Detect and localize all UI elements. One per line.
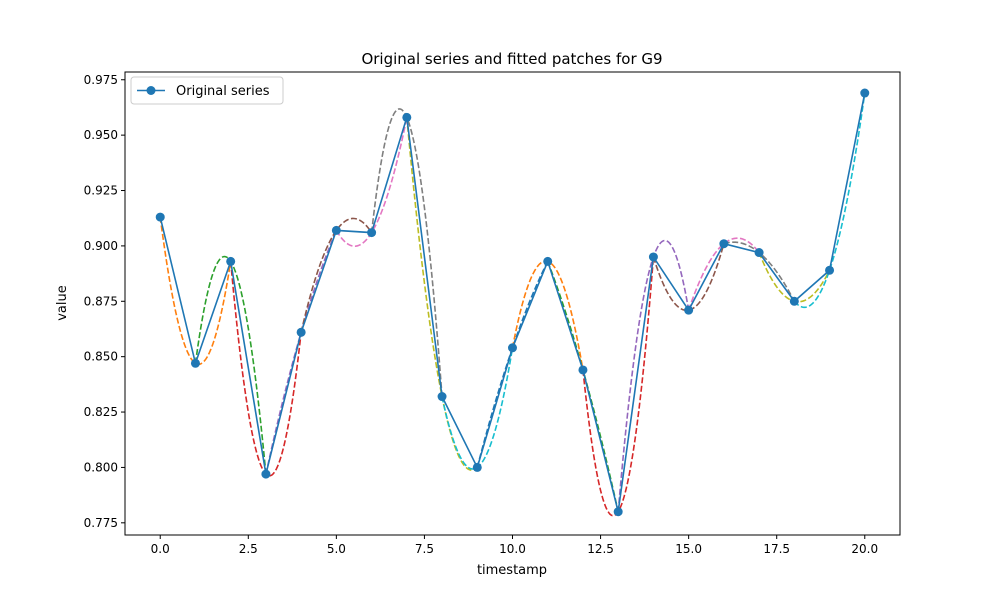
x-tick-label: 10.0 xyxy=(499,542,526,556)
y-tick-label: 0.825 xyxy=(84,405,118,419)
y-tick-label: 0.900 xyxy=(84,239,118,253)
x-tick-label: 5.0 xyxy=(327,542,346,556)
data-point xyxy=(402,112,412,122)
chart-title: Original series and fitted patches for G… xyxy=(361,50,662,68)
legend-box xyxy=(130,76,284,105)
data-point xyxy=(648,252,658,262)
data-point xyxy=(226,256,236,266)
fitted-patch-4 xyxy=(300,217,373,333)
fitted-patch-14 xyxy=(652,243,725,312)
data-point xyxy=(261,469,271,479)
y-axis-label: value xyxy=(55,285,70,321)
x-tick-label: 12.5 xyxy=(587,542,614,556)
data-point xyxy=(155,212,165,222)
fitted-patch-0 xyxy=(159,216,232,366)
data-point xyxy=(684,305,694,315)
y-tick-label: 0.850 xyxy=(84,350,118,364)
legend: Original series xyxy=(130,76,284,105)
original-series xyxy=(155,88,870,517)
x-tick-label: 2.5 xyxy=(239,542,258,556)
x-axis-label: timestamp xyxy=(477,563,547,578)
x-tick-label: 7.5 xyxy=(415,542,434,556)
fitted-patch-18 xyxy=(793,92,866,309)
y-tick-label: 0.775 xyxy=(84,516,118,530)
data-point xyxy=(578,365,588,375)
data-point xyxy=(719,239,729,249)
data-point xyxy=(543,256,553,266)
data-point xyxy=(613,507,623,517)
data-point xyxy=(789,296,799,306)
legend-marker-original-series xyxy=(146,86,156,95)
data-point xyxy=(472,462,482,472)
data-point xyxy=(508,343,517,353)
data-point xyxy=(190,358,200,368)
axis-ticks: 0.0 2.5 5.0 7.5 10.0 12.5 15.0 17.5 20.0 0.775 0.8… xyxy=(84,73,878,556)
x-tick-label: 20.0 xyxy=(851,542,878,556)
y-tick-label: 0.925 xyxy=(84,184,118,198)
data-point xyxy=(331,225,341,235)
x-tick-label: 0.0 xyxy=(151,542,170,556)
y-tick-label: 0.800 xyxy=(84,460,118,474)
data-point xyxy=(296,327,306,337)
y-tick-label: 0.975 xyxy=(84,73,118,87)
data-point xyxy=(825,265,835,275)
data-point xyxy=(367,228,377,238)
plot-frame xyxy=(124,71,901,536)
x-tick-label: 15.0 xyxy=(675,542,702,556)
data-point xyxy=(860,88,870,98)
y-tick-label: 0.950 xyxy=(84,128,118,142)
legend-label-original-series: Original series xyxy=(176,84,270,99)
data-point xyxy=(754,248,764,258)
x-tick-label: 17.5 xyxy=(763,542,790,556)
y-tick-label: 0.875 xyxy=(84,294,118,308)
data-point xyxy=(437,392,447,402)
